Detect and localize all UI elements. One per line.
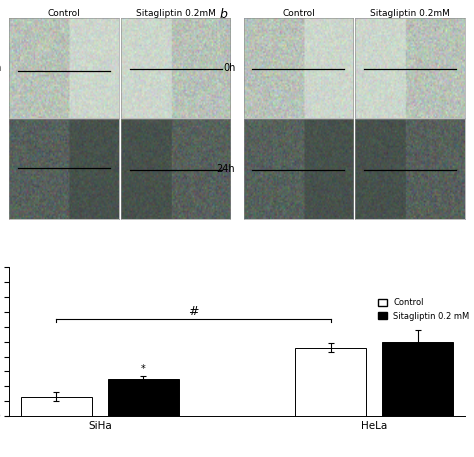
Title: Control: Control (282, 9, 315, 17)
Title: Sitagliptin 0.2mM: Sitagliptin 0.2mM (370, 9, 450, 17)
Text: b: b (219, 8, 228, 21)
Y-axis label: 0h: 0h (224, 63, 236, 73)
Legend: Control, Sitagliptin 0.2 mM: Control, Sitagliptin 0.2 mM (378, 298, 469, 320)
Text: #: # (188, 305, 199, 318)
Y-axis label: 24h: 24h (0, 164, 1, 174)
Title: Control: Control (48, 9, 81, 17)
Bar (295, 348, 366, 416)
Bar (21, 397, 92, 416)
Y-axis label: 24h: 24h (216, 164, 235, 174)
Y-axis label: 0h: 0h (0, 63, 2, 73)
Title: Sitagliptin 0.2mM: Sitagliptin 0.2mM (136, 9, 216, 17)
Bar (382, 342, 453, 416)
Bar (108, 379, 179, 416)
Text: *: * (141, 364, 146, 373)
